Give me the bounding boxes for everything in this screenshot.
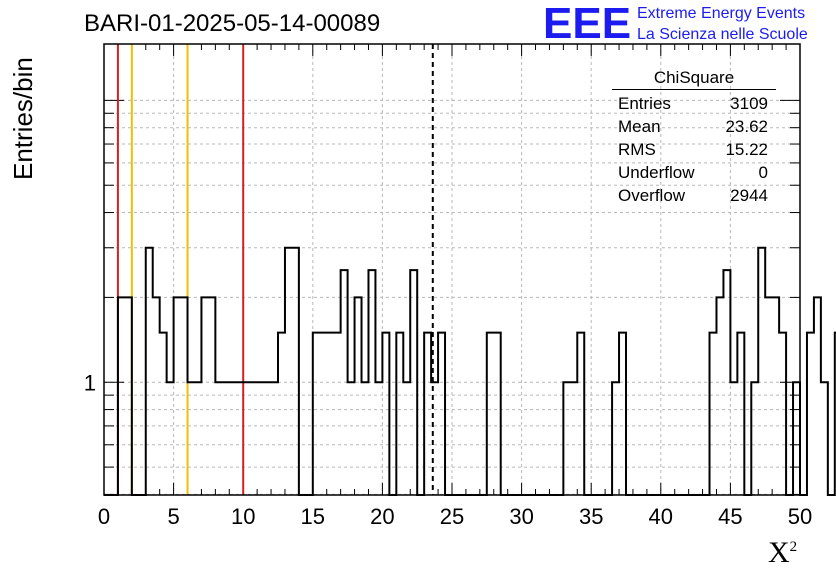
stats-label: Entries — [618, 94, 671, 113]
x-tick-label: 40 — [649, 504, 673, 529]
eee-logo-mark: EEE — [543, 2, 631, 42]
x-tick-label: 0 — [98, 504, 110, 529]
x-tick-label: 5 — [167, 504, 179, 529]
stats-label: RMS — [618, 140, 656, 159]
plot-frame — [103, 43, 801, 496]
logo-text: Extreme Energy Events La Scienza nelle S… — [637, 3, 808, 45]
stats-label: Underflow — [618, 163, 695, 182]
x-tick-label: 20 — [370, 504, 394, 529]
stats-label: Overflow — [618, 186, 686, 205]
x-tick-label: 25 — [440, 504, 464, 529]
x-tick-label: 35 — [579, 504, 603, 529]
stats-row-underflow: Underflow 0 — [612, 161, 776, 184]
histogram-outline — [104, 246, 836, 496]
x-tick-labels: 0 5 10 15 20 25 30 35 40 45 50 — [98, 504, 812, 529]
stats-box: ChiSquare Entries 3109 Mean 23.62 RMS 15.22 Un… — [612, 68, 776, 207]
chart-title: BARI-01-2025-05-14-00089 — [84, 10, 381, 37]
x-tick-label: 50 — [788, 504, 812, 529]
logo-line-1: Extreme Energy Events — [637, 5, 806, 22]
y-tick-label-1: 1 — [84, 370, 96, 395]
x-tick-label: 10 — [231, 504, 255, 529]
stats-rows: Entries 3109 Mean 23.62 RMS 15.22 Underflow 0 Ov… — [612, 92, 776, 207]
logo-line-2: La Scienza nelle Scuole — [637, 26, 808, 43]
x-axis-label: X2 — [768, 536, 798, 569]
stats-label: Mean — [618, 117, 661, 136]
reference-lines — [116, 44, 434, 495]
stats-row-mean: Mean 23.62 — [612, 115, 776, 138]
stats-value: 23.62 — [725, 117, 768, 136]
stats-value: 0 — [758, 163, 768, 182]
stats-title: ChiSquare — [612, 68, 776, 90]
eee-logo: EEE — [543, 2, 631, 42]
x-tick-label: 30 — [509, 504, 533, 529]
stats-value: 2944 — [730, 186, 768, 205]
stats-row-entries: Entries 3109 — [612, 92, 776, 115]
stats-row-overflow: Overflow 2944 — [612, 184, 776, 207]
grid-lines — [104, 44, 800, 495]
x-tick-label: 45 — [718, 504, 742, 529]
x-tick-label: 15 — [301, 504, 325, 529]
stats-row-rms: RMS 15.22 — [612, 138, 776, 161]
stats-value: 3109 — [730, 94, 768, 113]
stats-value: 15.22 — [725, 140, 768, 159]
